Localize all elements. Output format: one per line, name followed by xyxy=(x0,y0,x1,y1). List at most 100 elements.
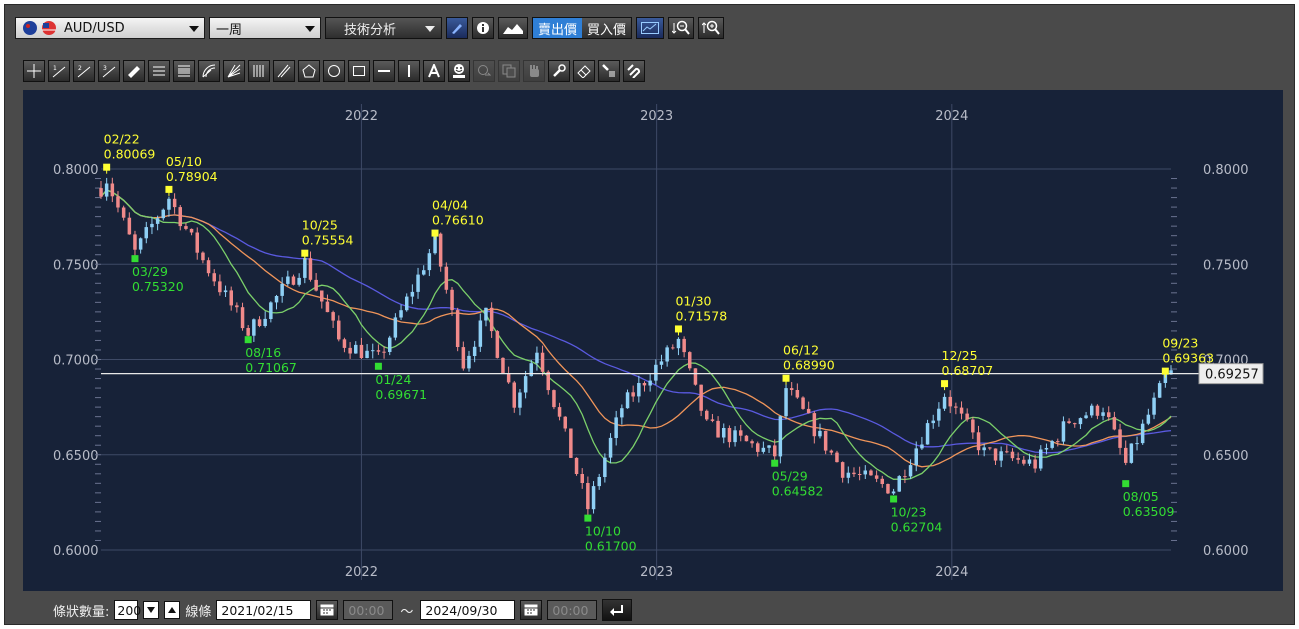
candle-body xyxy=(874,475,879,479)
bars-count-input[interactable]: 200 xyxy=(114,600,141,620)
channel-tool[interactable] xyxy=(273,60,295,82)
candle-body xyxy=(1107,412,1111,418)
ruler-tool[interactable] xyxy=(123,60,145,82)
end-time-input[interactable]: 00:00 xyxy=(547,600,598,620)
candle-body xyxy=(869,470,873,476)
candle-body xyxy=(1067,421,1071,423)
vertical-lines-icon xyxy=(253,65,264,77)
high-price-label: 0.68707 xyxy=(942,363,994,378)
text-tool[interactable] xyxy=(423,60,445,82)
high-marker xyxy=(941,380,949,388)
low-date-label: 03/29 xyxy=(132,264,168,279)
candle-body xyxy=(212,273,216,282)
fan-arc-tool[interactable] xyxy=(198,60,220,82)
line-chart-button[interactable] xyxy=(636,17,665,39)
candle-body xyxy=(1135,443,1139,445)
candle-body xyxy=(840,462,845,478)
candle-body xyxy=(178,207,182,227)
candle-body xyxy=(557,407,562,417)
bars-decrease-button[interactable] xyxy=(143,601,160,619)
candle-body xyxy=(1101,412,1105,416)
undo-tool[interactable] xyxy=(473,60,495,82)
chart-style-button[interactable] xyxy=(498,17,528,39)
candle-body xyxy=(455,310,460,347)
wrench-icon xyxy=(553,64,566,77)
y-axis-tick-right: 0.7500 xyxy=(1203,258,1249,273)
trendline-tool-3[interactable]: 3 xyxy=(98,60,120,82)
vertical-line-tool[interactable] xyxy=(398,60,420,82)
zoom-out-button[interactable] xyxy=(668,17,695,39)
price-chart[interactable]: 0.8000 0.8000 0.7500 0.7500 0.7000 0.7000 0.65… xyxy=(23,90,1283,591)
candle-body xyxy=(1027,459,1032,464)
bars-count-label: 條狀數量: xyxy=(53,604,110,620)
pencil-button[interactable] xyxy=(446,17,468,39)
trendline-tool-2[interactable]: 2 xyxy=(73,60,95,82)
candle-body xyxy=(523,376,528,393)
fibonacci-tool[interactable] xyxy=(173,60,195,82)
candle-body xyxy=(908,465,913,477)
candle-body xyxy=(257,319,262,326)
crosshair-tool[interactable] xyxy=(23,60,45,82)
symbol-select[interactable]: AUD/USD xyxy=(15,17,205,39)
apply-range-button[interactable] xyxy=(602,599,633,621)
candle-body xyxy=(478,320,483,347)
start-time-input[interactable]: 00:00 xyxy=(343,600,394,620)
period-select[interactable]: 一周 xyxy=(209,17,321,39)
end-date-calendar-button[interactable] xyxy=(520,600,543,620)
gann-fan-tool[interactable] xyxy=(223,60,245,82)
candle-body xyxy=(620,408,624,418)
symbol-label: AUD/USD xyxy=(64,20,125,36)
zoom-in-button[interactable] xyxy=(698,17,725,39)
buy-price-tab[interactable]: 買入價 xyxy=(582,18,632,38)
candle-body xyxy=(433,233,437,254)
wrench-tool[interactable] xyxy=(548,60,570,82)
moving-average-short-line xyxy=(100,189,1172,481)
pentagon-tool[interactable] xyxy=(298,60,320,82)
start-date-input[interactable]: 2021/02/15 xyxy=(216,600,312,620)
arrow-up-icon xyxy=(168,607,177,613)
high-date-label: 05/10 xyxy=(166,154,202,169)
rectangle-icon xyxy=(353,66,365,76)
low-price-label: 0.63509 xyxy=(1123,504,1175,519)
svg-text:2: 2 xyxy=(78,65,82,72)
vertical-lines-tool[interactable] xyxy=(248,60,270,82)
candle-body xyxy=(235,305,239,308)
candle-body xyxy=(246,328,250,336)
trendline-tool-1[interactable]: 1 xyxy=(48,60,70,82)
icon-tool[interactable] xyxy=(448,60,470,82)
eraser-tool[interactable] xyxy=(573,60,595,82)
text-a-icon xyxy=(428,64,440,78)
analysis-menu[interactable]: 技術分析 xyxy=(325,17,442,39)
info-button[interactable] xyxy=(472,17,494,39)
high-date-label: 04/04 xyxy=(432,198,468,213)
horizontal-lines-tool[interactable] xyxy=(148,60,170,82)
settings-tool[interactable] xyxy=(598,60,620,82)
circle-tool[interactable] xyxy=(323,60,345,82)
candle-body xyxy=(438,233,443,267)
candle-body xyxy=(506,373,511,383)
candle-body xyxy=(852,472,856,475)
candle-body xyxy=(99,188,103,197)
candle-body xyxy=(535,352,539,364)
magnet-tool[interactable] xyxy=(623,60,645,82)
candle-body xyxy=(1146,414,1151,424)
copy-tool[interactable] xyxy=(498,60,520,82)
hand-tool[interactable] xyxy=(523,60,545,82)
bars-increase-button[interactable] xyxy=(164,601,181,619)
rectangle-tool[interactable] xyxy=(348,60,370,82)
candle-body xyxy=(959,407,964,414)
low-date-label: 08/05 xyxy=(1123,489,1159,504)
candle-body xyxy=(574,457,579,474)
chart-window: AUD/USD 一周 技術分析 賣出價 買入價 xyxy=(4,4,1295,625)
candle-body xyxy=(642,383,647,386)
y-axis-tick-left: 0.7000 xyxy=(53,354,99,369)
end-date-input[interactable]: 2024/09/30 xyxy=(420,600,516,620)
candle-body xyxy=(376,350,381,352)
candle-body xyxy=(778,416,783,457)
start-date-calendar-button[interactable] xyxy=(316,600,339,620)
candle-body xyxy=(857,474,862,475)
sell-price-tab[interactable]: 賣出價 xyxy=(533,18,583,38)
horizontal-line-tool[interactable] xyxy=(373,60,395,82)
low-date-label: 10/23 xyxy=(891,504,927,519)
